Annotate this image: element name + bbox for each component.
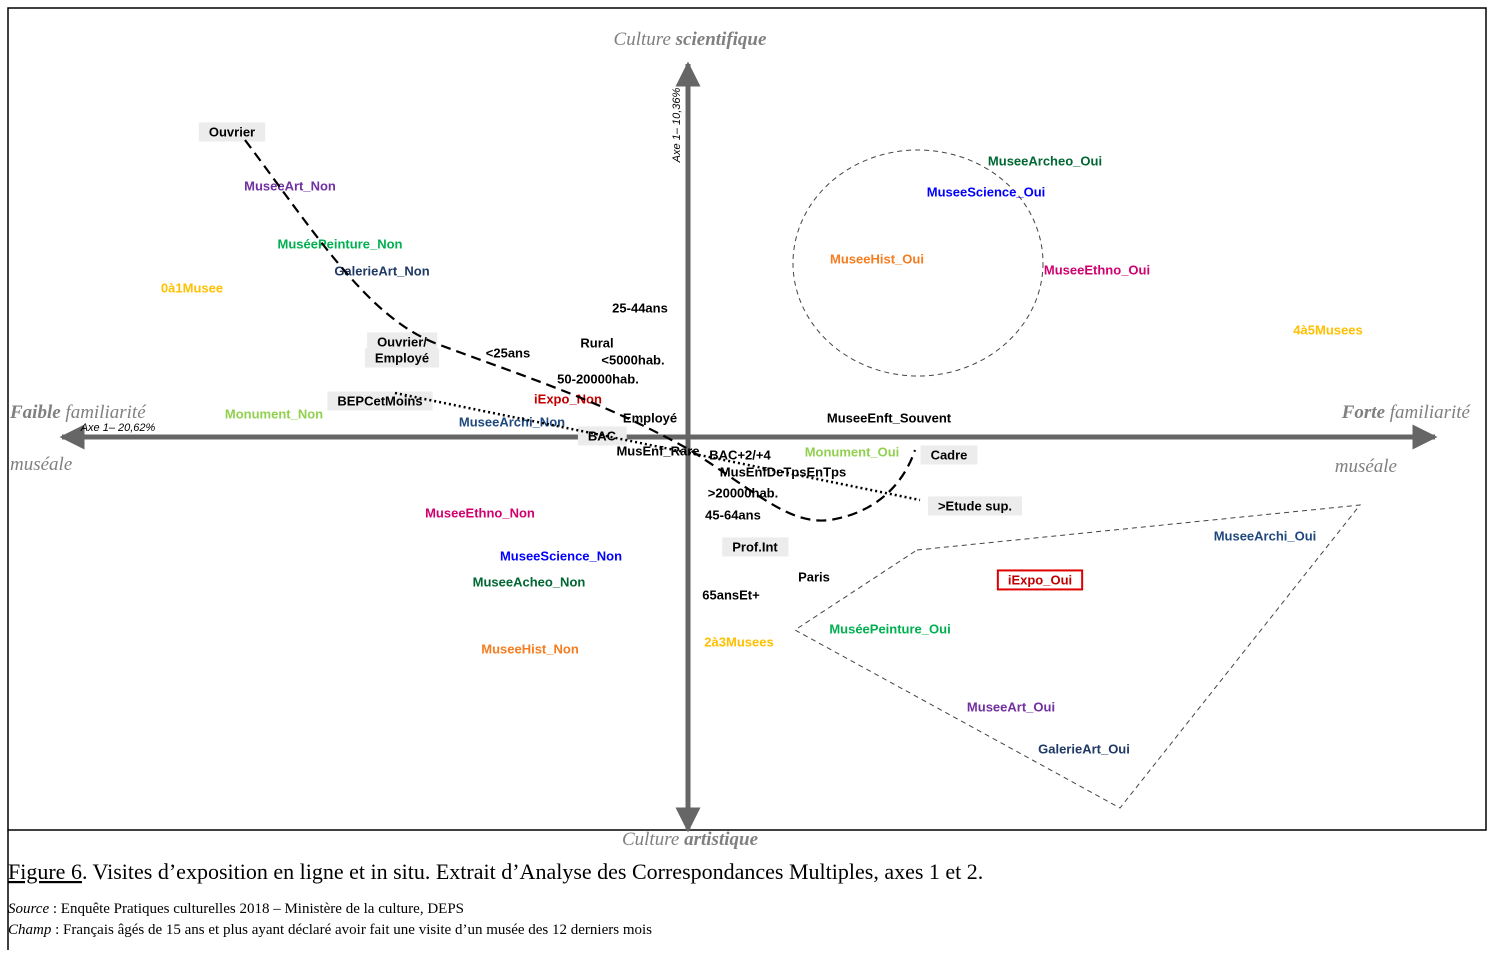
point-label: MusEnf_Rare [616,443,699,458]
point-label: <25ans [486,345,530,360]
point-label: iExpo_Oui [1008,572,1072,587]
point-label: 2à3Musees [704,634,773,649]
point-label: Cadre [931,447,968,462]
ellipse-group [792,149,1044,377]
frame [7,7,1487,831]
point-label: 65ansEt+ [702,587,760,602]
point-label: MuseeHist_Oui [830,251,924,266]
point-label: GalerieArt_Non [334,263,429,278]
label-box [722,537,789,557]
point-label: 45-64ans [705,507,761,522]
point-label: MuseeArt_Non [244,178,336,193]
axis-left-sub: muséale [10,454,72,475]
label-highlight [996,569,1084,591]
point-label: MuseeEnft_Souvent [827,410,952,425]
point-label: 50-20000hab. [557,371,639,386]
point-label: MuseeScience_Non [500,548,622,563]
point-label: MuseeArchi_Oui [1214,528,1317,543]
y-axis-label: Axe 1– 10,36% [671,87,683,163]
point-label: 4à5Musees [1293,322,1362,337]
point-label: Employé [623,410,677,425]
label-box [198,122,266,142]
point-label: MuseeEthno_Non [425,505,535,520]
point-label: >20000hab. [708,485,778,500]
axis-top-title: Culture scientifique [614,29,767,50]
point-label: BAC+2/+4 [709,447,771,462]
point-label: MuseeArcheo_Oui [988,153,1102,168]
point-label: iExpo_Non [534,391,602,406]
champ: Champ : Français âgés de 15 ans et plus … [8,922,652,938]
label-box [927,496,1023,516]
point-label: >Etude sup. [938,498,1012,513]
axis-bottom-title: Culture artistique [622,829,759,850]
point-label: MuseeArchi_Non [459,414,565,429]
point-label: Paris [798,569,830,584]
source: Source : Enquête Pratiques culturelles 2… [8,901,464,917]
point-label: Monument_Oui [805,444,900,459]
point-label: MuseeHist_Non [481,641,579,656]
point-label: MuseeScience_Oui [927,184,1046,199]
point-label: MuseeAcheo_Non [473,574,586,589]
point-label: Rural [580,335,613,350]
x-axis-label: Axe 1– 20,62% [80,422,156,434]
point-label: MuséePeinture_Non [278,236,403,251]
caption: Figure 6. Visites d’exposition en ligne … [8,859,983,884]
axis-left-title: Faible familiarité [9,402,147,423]
dashed-curve [244,139,917,522]
label-box [920,445,978,465]
dotted-line [394,391,921,502]
labels: Ouvrier MuseeArt_Non MuséePeinture_Non Gale… [161,122,1363,756]
point-label: BEPCetMoins [337,393,422,408]
point-label: MuseeArt_Oui [967,699,1055,714]
point-label: MuseeEthno_Oui [1044,262,1150,277]
label-box [364,348,440,368]
axis-right-sub: muséale [1335,456,1397,477]
point-label: Prof.Int [732,539,778,554]
point-label: Ouvrier/ [377,334,427,349]
point-label: <5000hab. [601,352,664,367]
polygon-group [794,504,1362,809]
point-label: GalerieArt_Oui [1038,741,1130,756]
point-label: Ouvrier [209,124,255,139]
point-label: Employé [375,350,429,365]
axis-right-title: Forte familiarité [1341,402,1472,423]
point-label: 25-44ans [612,300,668,315]
point-label: Monument_Non [225,406,323,421]
point-label: 0à1Musee [161,280,223,295]
point-label: MuséePeinture_Oui [829,621,950,636]
